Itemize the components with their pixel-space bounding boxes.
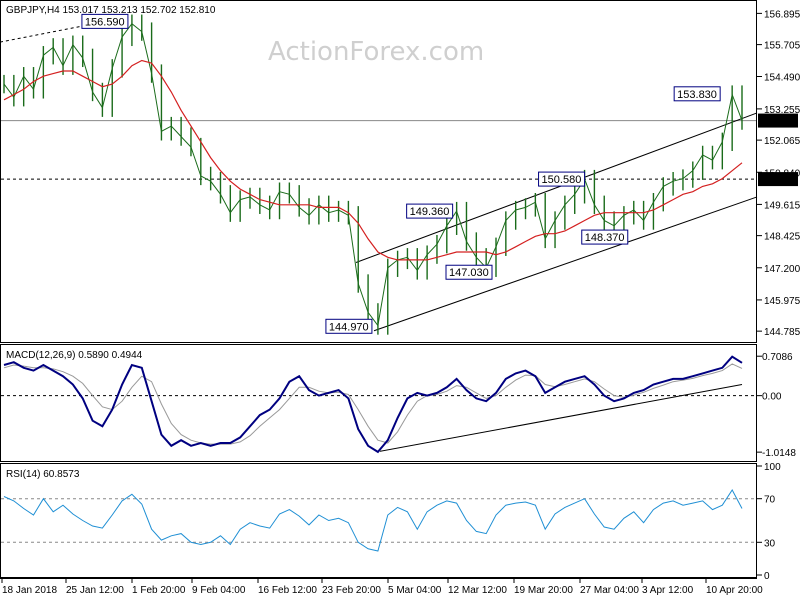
rsi-layer: [1, 489, 756, 552]
channel-lower-line: [373, 196, 758, 332]
price-panel-title: GBPJPY,H4 153.017 153.213 152.702 152.81…: [6, 5, 216, 16]
price-y-tick-label: 152.065: [764, 136, 800, 147]
price-layer: 156.590 153.830 150.580 149.360 148.370 147.0…: [0, 13, 758, 335]
price-annotation-box: [325, 318, 373, 334]
price-annotation-box: [581, 229, 629, 245]
x-tick-label: 27 Mar 04:00: [580, 585, 639, 596]
x-tick-label: 9 Feb 04:00: [192, 585, 246, 596]
x-tick-label: 1 Feb 20:00: [132, 585, 186, 596]
x-tick-label: 3 Apr 12:00: [642, 585, 694, 596]
macd-y-tick-label: -1.0148: [762, 448, 796, 459]
x-tick-label: 5 Mar 04:00: [388, 585, 442, 596]
price-annotation-label: 149.360: [410, 206, 450, 218]
current-price-tag: 152.810: [761, 117, 798, 128]
x-tick-label: 25 Jan 12:00: [66, 585, 124, 596]
price-annotation-box: [673, 86, 721, 102]
macd-y-tick-label: 0.00: [762, 392, 782, 403]
price-y-tick-label: 149.615: [764, 200, 800, 211]
price-panel: [0, 0, 757, 343]
macd-panel: [0, 344, 757, 462]
macd-trendline: [379, 384, 743, 452]
price-annotation-label: 153.830: [677, 89, 717, 101]
level-price-tag-box: [758, 172, 798, 187]
price-annotation-box: [445, 264, 493, 280]
price-annotation-box: [538, 171, 586, 187]
macd-panel-title: MACD(12,26,9) 0.5890 0.4944: [6, 350, 143, 361]
price-annotation-label: 156.590: [85, 16, 125, 28]
watermark: ActionForex.com: [268, 37, 484, 67]
rsi-y-tick-label: 0: [764, 571, 770, 582]
macd-signal-line: [3, 363, 743, 445]
channel-upper-line: [355, 112, 758, 263]
rsi-panel: [0, 463, 757, 578]
price-y-tick-label: 147.200: [764, 264, 800, 275]
price-y-tick-label: 144.785: [764, 327, 800, 338]
price-annotation-label: 150.580: [542, 174, 582, 186]
rsi-line: [3, 489, 743, 552]
rsi-y-tick-label: 70: [764, 495, 776, 506]
macd-y-tick-label: 0.7086: [762, 352, 793, 363]
x-tick-label: 18 Jan 2018: [2, 585, 57, 596]
price-annotation-label: 144.970: [329, 321, 369, 333]
x-tick-label: 23 Feb 20:00: [322, 585, 381, 596]
price-y-tick-label: 145.975: [764, 296, 800, 307]
price-y-tick-label: 156.895: [764, 9, 800, 20]
sma-line: [3, 59, 743, 261]
level-price-tag: 150.580: [761, 175, 798, 186]
rsi-panel-title: RSI(14) 60.8573: [6, 469, 80, 480]
macd-line: [3, 355, 743, 454]
rsi-y-tick-label: 100: [764, 462, 781, 473]
rsi-y-tick-label: 30: [764, 538, 776, 549]
x-tick-label: 12 Mar 12:00: [448, 585, 507, 596]
price-y-tick-label: 155.705: [764, 41, 800, 52]
price-annotation-label: 148.370: [585, 232, 625, 244]
price-y-tick-label: 154.490: [764, 72, 800, 83]
x-tick-label: 16 Feb 12:00: [258, 585, 317, 596]
price-annotation-box: [81, 13, 129, 29]
current-price-tag-box: [758, 113, 798, 128]
price-y-tick-label: 153.255: [764, 105, 800, 116]
price-annotation-box: [406, 203, 454, 219]
price-series-line: [3, 22, 743, 327]
macd-layer: [1, 355, 756, 454]
price-y-tick-label: 148.425: [764, 232, 800, 243]
price-annotation-label: 147.030: [449, 267, 489, 279]
x-tick-label: 10 Apr 20:00: [706, 585, 763, 596]
axes-layer: 156.895155.705154.490153.255152.065150.8…: [1, 9, 800, 596]
x-tick-label: 19 Mar 20:00: [514, 585, 573, 596]
